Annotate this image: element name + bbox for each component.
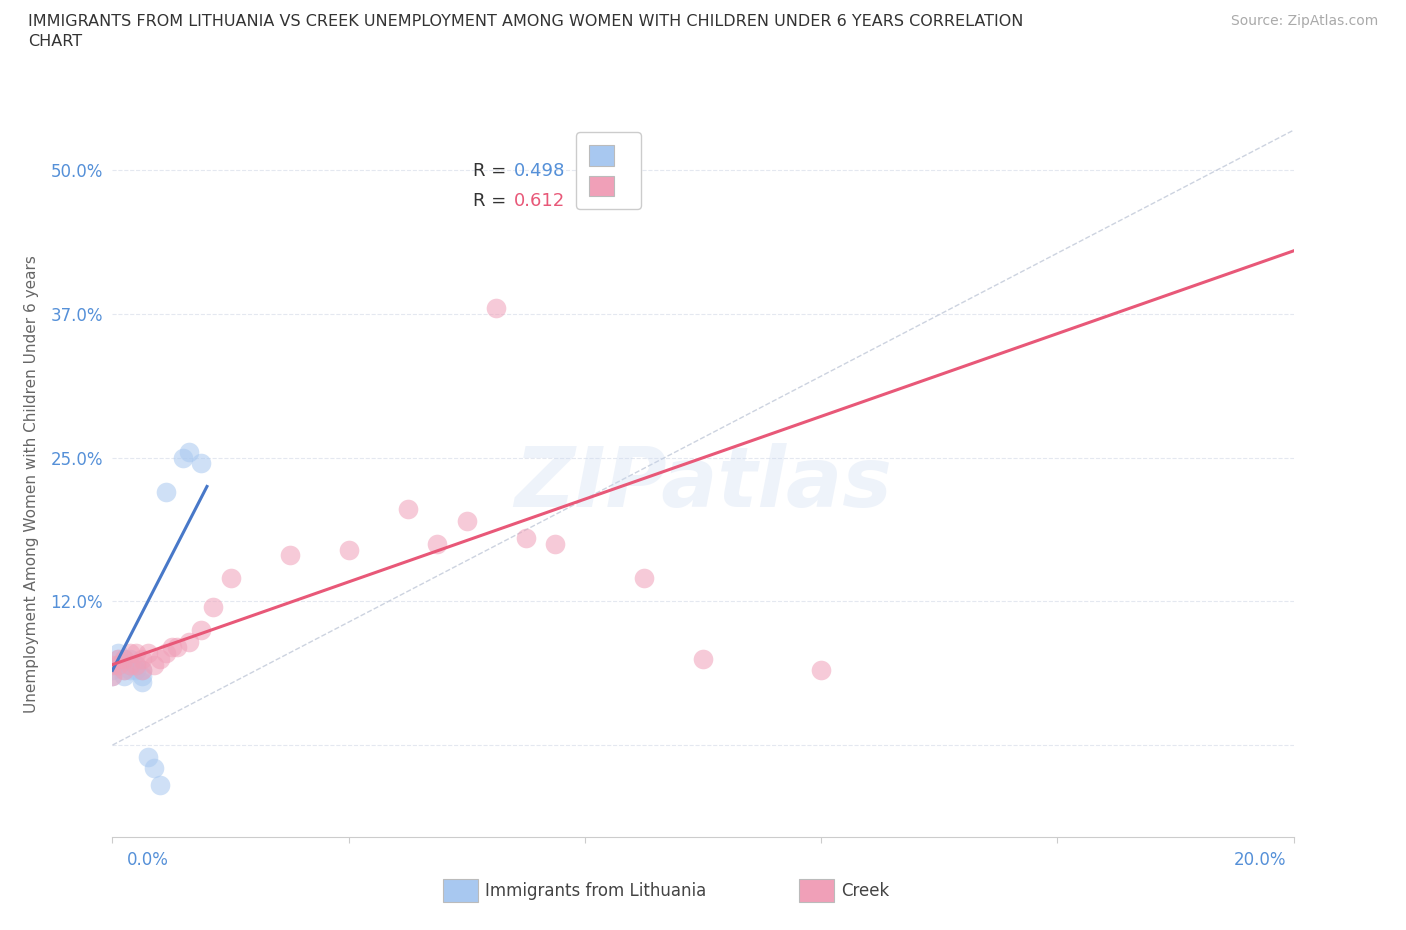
Point: [112, 663, 135, 678]
Text: ZIPatlas: ZIPatlas: [515, 443, 891, 525]
Point: [112, 651, 135, 666]
Point: [136, 645, 159, 660]
Point: [112, 651, 135, 666]
Point: [107, 645, 129, 660]
Point: [131, 674, 153, 689]
Point: [101, 669, 124, 684]
Point: [278, 548, 301, 563]
Point: [120, 658, 142, 672]
Point: [131, 663, 153, 678]
Point: [120, 658, 142, 672]
Point: [107, 658, 129, 672]
Point: [107, 658, 129, 672]
Point: [201, 600, 224, 615]
Point: [485, 301, 508, 316]
Text: 20.0%: 20.0%: [1234, 851, 1286, 870]
Point: [155, 645, 177, 660]
Text: R =: R =: [472, 192, 512, 210]
Point: [101, 658, 124, 672]
Point: [120, 663, 142, 678]
Text: N =: N =: [567, 192, 619, 210]
Point: [149, 651, 172, 666]
Text: IMMIGRANTS FROM LITHUANIA VS CREEK UNEMPLOYMENT AMONG WOMEN WITH CHILDREN UNDER : IMMIGRANTS FROM LITHUANIA VS CREEK UNEMP…: [28, 14, 1024, 29]
Point: [101, 669, 124, 684]
Text: 0.612: 0.612: [515, 192, 565, 210]
Point: [101, 663, 124, 678]
Point: [112, 669, 135, 684]
Point: [125, 645, 148, 660]
Text: Immigrants from Lithuania: Immigrants from Lithuania: [485, 882, 706, 900]
Text: Source: ZipAtlas.com: Source: ZipAtlas.com: [1230, 14, 1378, 28]
Text: N =: N =: [567, 162, 619, 180]
Point: [131, 669, 153, 684]
Point: [172, 450, 194, 465]
Point: [107, 651, 129, 666]
Text: 22: 22: [620, 162, 644, 180]
Point: [633, 571, 655, 586]
Point: [107, 651, 129, 666]
Legend: , : ,: [576, 132, 641, 209]
Point: [166, 640, 188, 655]
Point: [179, 634, 201, 649]
Point: [149, 777, 172, 792]
Point: [544, 537, 567, 551]
Point: [125, 658, 148, 672]
Point: [337, 542, 360, 557]
Text: 0.498: 0.498: [515, 162, 565, 180]
Point: [120, 651, 142, 666]
Text: R =: R =: [472, 162, 512, 180]
Point: [810, 663, 832, 678]
Point: [131, 663, 153, 678]
Point: [155, 485, 177, 499]
Point: [515, 531, 537, 546]
Text: CHART: CHART: [28, 34, 82, 49]
Point: [120, 645, 142, 660]
Text: 33: 33: [620, 192, 644, 210]
Point: [179, 445, 201, 459]
Point: [456, 513, 478, 528]
Point: [142, 658, 165, 672]
Point: [190, 623, 212, 638]
Text: 0.0%: 0.0%: [127, 851, 169, 870]
Point: [136, 749, 159, 764]
Point: [219, 571, 242, 586]
Y-axis label: Unemployment Among Women with Children Under 6 years: Unemployment Among Women with Children U…: [24, 255, 39, 712]
Point: [112, 663, 135, 678]
Point: [160, 640, 183, 655]
Point: [190, 456, 212, 471]
Point: [125, 658, 148, 672]
Point: [426, 537, 449, 551]
Point: [396, 502, 419, 517]
Text: Creek: Creek: [841, 882, 889, 900]
Point: [131, 651, 153, 666]
Point: [692, 651, 714, 666]
Point: [125, 663, 148, 678]
Point: [142, 761, 165, 776]
